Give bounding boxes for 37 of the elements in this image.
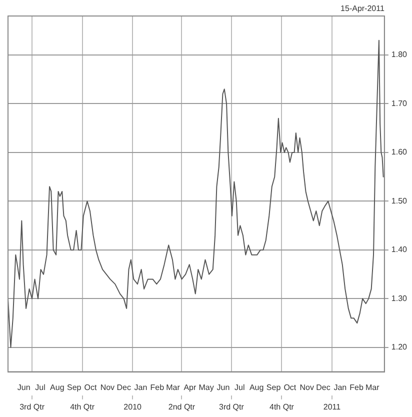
x-tick-label: Jun [17, 382, 30, 392]
x-tick-label: Aug [249, 382, 264, 392]
y-tick-label: 1.20 [391, 342, 408, 352]
y-tick-label: 1.60 [391, 148, 408, 157]
y-tick-label: 1.50 [391, 196, 408, 206]
x2-tick-label: 2011 [323, 402, 342, 412]
text: 15-Apr-2011 [340, 4, 385, 14]
x-tick-label: Dec [116, 382, 131, 392]
y-tick-label: 1.80 [391, 50, 408, 60]
x-tick-label: Oct [84, 382, 98, 392]
x-tick-label: Jan [134, 382, 148, 392]
y-tick-label: 1.70 [391, 98, 408, 108]
x-tick-label: Mar [166, 382, 180, 392]
x2-tick-label: 3rd Qtr [20, 402, 45, 412]
x-tick-label: Mar [366, 382, 380, 392]
y-tick-label: 1.40 [391, 245, 408, 254]
x-tick-label: Jun [216, 382, 230, 392]
y-tick-label: 1.30 [391, 294, 408, 303]
x-tick-label: Nov [100, 382, 115, 392]
x-tick-label: Nov [300, 382, 314, 392]
x2-tick-label: 4th Qtr [70, 402, 95, 412]
x-tick-label: Jul [35, 382, 46, 392]
x-tick-label: Dec [316, 382, 330, 392]
x-tick-label: Jul [234, 382, 245, 392]
x2-tick-label: 2nd Qtr [168, 402, 196, 412]
x2-tick-label: 3rd Qtr [219, 402, 244, 412]
x-tick-label: Feb [150, 382, 165, 392]
x-tick-label: Sep [266, 382, 282, 392]
x2-tick-label: 2010 [124, 402, 142, 412]
x-tick-label: Apr [184, 382, 196, 392]
x-tick-label: May [198, 382, 214, 392]
x-tick-label: Sep [66, 382, 82, 392]
x-tick-label: Feb [350, 382, 364, 392]
x-tick-label: Oct [284, 382, 297, 392]
x2-tick-label: 4th Qtr [269, 402, 294, 412]
x-tick-label: Aug [50, 382, 64, 392]
x-tick-label: Jan [334, 382, 347, 392]
